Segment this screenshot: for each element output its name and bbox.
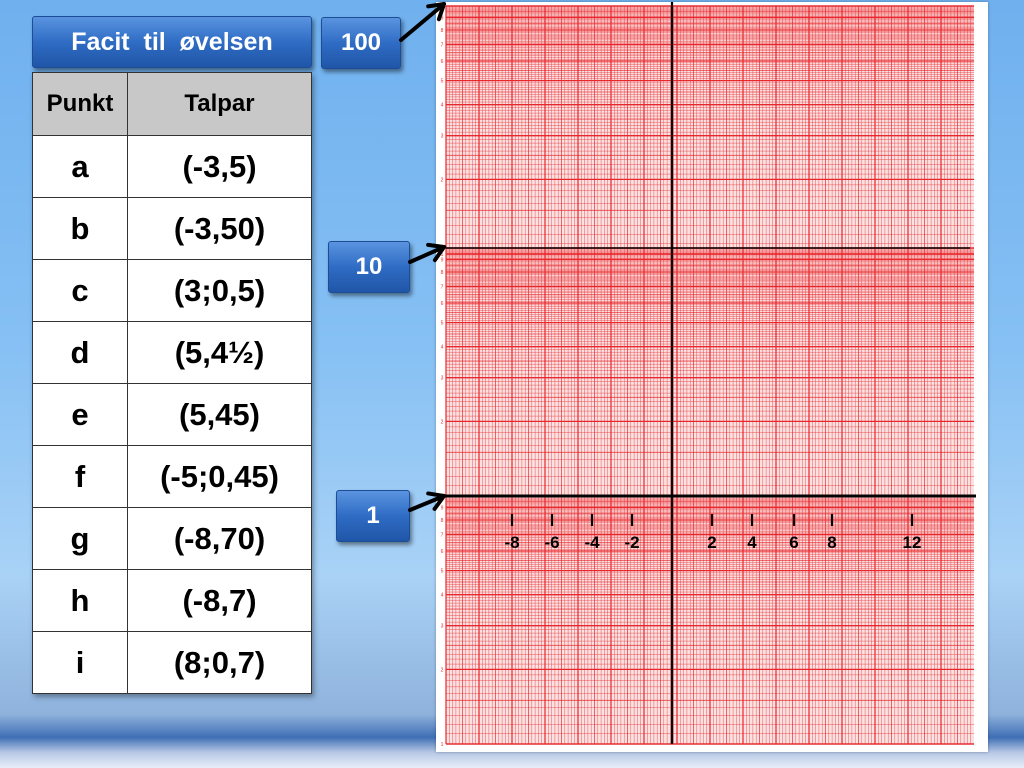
table-row: f (-5;0,45) [32, 445, 312, 508]
margin-digit: 4 [441, 593, 444, 599]
x-tick-label: 4 [747, 533, 757, 552]
margin-digit: 3 [441, 624, 444, 630]
cell-talpar: (3;0,5) [127, 259, 312, 322]
margin-digit: 4 [441, 345, 444, 351]
margin-digit: 7 [441, 42, 444, 48]
margin-digit: 4 [441, 103, 444, 109]
cell-talpar: (5,4½) [127, 321, 312, 384]
cell-talpar: (5,45) [127, 383, 312, 446]
table-row: d (5,4½) [32, 321, 312, 384]
x-tick-label: -8 [504, 533, 519, 552]
table-row: i (8;0,7) [32, 631, 312, 694]
margin-digit: 1 [441, 494, 444, 500]
table-row: a (-3,5) [32, 135, 312, 198]
decade-label-1[interactable]: 1 [336, 490, 410, 542]
cell-talpar: (-3,50) [127, 197, 312, 260]
margin-digit: 5 [441, 79, 444, 85]
margin-digit: 7 [441, 284, 444, 290]
cell-talpar: (8;0,7) [127, 631, 312, 694]
margin-digit: 8 [441, 518, 444, 524]
cell-punkt: d [32, 321, 128, 384]
table-row: e (5,45) [32, 383, 312, 446]
x-tick-label: -2 [624, 533, 639, 552]
answer-table: Punkt Talpar a (-3,5) b (-3,50) c (3;0,5) d (5,… [32, 72, 312, 694]
margin-digit: 6 [441, 549, 444, 555]
decade-label-100[interactable]: 100 [321, 17, 401, 69]
cell-punkt: i [32, 631, 128, 694]
cell-talpar: (-5;0,45) [127, 445, 312, 508]
margin-digit: 9 [441, 257, 444, 263]
semilog-graph-paper: 1 2 3 4 5 6 7 8 9 1 2 3 4 5 6 7 8 9 1 2 3 4 5 6 7 8 9 -8 -6 -4 -2 2 4 6 8 1… [436, 2, 988, 752]
x-tick-label: 6 [789, 533, 798, 552]
cell-talpar: (-8,7) [127, 569, 312, 632]
table-header-row: Punkt Talpar [32, 72, 312, 136]
x-tick-label: -6 [544, 533, 559, 552]
table-row: b (-3,50) [32, 197, 312, 260]
cell-punkt: f [32, 445, 128, 508]
title-button[interactable]: Facit til øvelsen [32, 16, 312, 68]
x-tick-label: 2 [707, 533, 716, 552]
cell-punkt: h [32, 569, 128, 632]
margin-digit: 9 [441, 505, 444, 511]
margin-digit: 6 [441, 59, 444, 65]
cell-punkt: c [32, 259, 128, 322]
margin-digit: 5 [441, 321, 444, 327]
margin-digit: 2 [441, 419, 444, 425]
table-row: c (3;0,5) [32, 259, 312, 322]
margin-digit: 7 [441, 532, 444, 538]
decade-label-10[interactable]: 10 [328, 241, 410, 293]
x-tick-label: 12 [903, 533, 922, 552]
margin-digit: 8 [441, 28, 444, 34]
cell-punkt: g [32, 507, 128, 570]
cell-talpar: (-3,5) [127, 135, 312, 198]
margin-digit: 9 [441, 15, 444, 21]
x-tick-label: 8 [827, 533, 836, 552]
header-talpar: Talpar [127, 72, 312, 136]
table-row: h (-8,7) [32, 569, 312, 632]
cell-punkt: e [32, 383, 128, 446]
margin-digit: 3 [441, 376, 444, 382]
cell-punkt: a [32, 135, 128, 198]
table-row: g (-8,70) [32, 507, 312, 570]
cell-talpar: (-8,70) [127, 507, 312, 570]
margin-digit: 2 [441, 177, 444, 183]
header-punkt: Punkt [32, 72, 128, 136]
margin-digit: 3 [441, 134, 444, 140]
margin-digit: 8 [441, 270, 444, 276]
margin-digit: 1 [441, 742, 444, 748]
cell-punkt: b [32, 197, 128, 260]
x-tick-label: -4 [584, 533, 600, 552]
margin-digit: 5 [441, 569, 444, 575]
margin-digit: 2 [441, 667, 444, 673]
margin-digit: 6 [441, 301, 444, 307]
